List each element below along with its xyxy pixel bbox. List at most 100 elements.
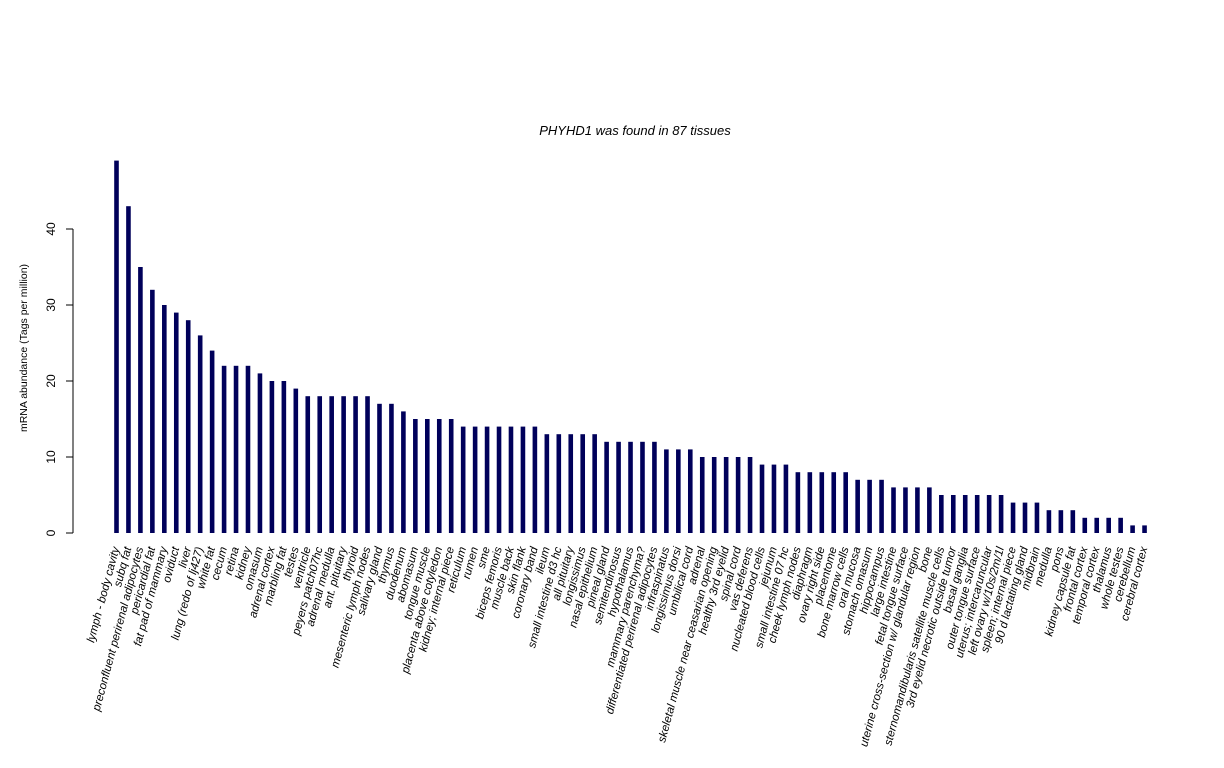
bar	[795, 472, 801, 533]
bar	[604, 441, 609, 533]
bar	[185, 320, 191, 533]
bar	[425, 419, 430, 533]
bar	[233, 365, 239, 533]
bar	[879, 479, 884, 533]
bar	[520, 426, 526, 533]
bar	[664, 449, 669, 533]
bar	[771, 464, 777, 533]
bar	[843, 472, 848, 533]
bar	[986, 495, 992, 533]
bar	[329, 396, 334, 533]
bar	[580, 434, 586, 533]
bar	[819, 472, 825, 533]
bar	[150, 289, 155, 533]
bar	[221, 365, 227, 533]
bar	[532, 426, 538, 533]
bar	[377, 403, 382, 533]
bar	[460, 426, 466, 533]
bar	[162, 305, 167, 533]
bar	[1130, 525, 1135, 533]
bar	[138, 267, 143, 533]
bar	[568, 434, 574, 533]
bar	[974, 495, 980, 533]
bar	[508, 426, 514, 533]
bar	[305, 396, 311, 533]
bars	[114, 160, 1147, 533]
y-tick-label: 10	[44, 450, 58, 464]
y-axis: 0 10 20 30 40	[44, 222, 74, 536]
bar	[436, 419, 442, 533]
bar	[544, 434, 550, 533]
bar	[652, 441, 657, 533]
bar	[1082, 517, 1088, 533]
bar	[484, 426, 490, 533]
bar	[676, 449, 681, 533]
y-tick-label: 30	[44, 298, 58, 312]
bar	[114, 160, 119, 533]
bar	[341, 396, 346, 533]
bar	[998, 495, 1004, 533]
bar	[950, 495, 956, 533]
y-tick-label: 20	[44, 374, 58, 388]
bar	[496, 426, 502, 533]
bar	[723, 457, 729, 533]
bar	[365, 396, 370, 533]
bar	[1070, 510, 1076, 533]
bar	[1118, 517, 1123, 533]
bar	[962, 495, 968, 533]
bar	[807, 472, 813, 533]
bar	[281, 381, 287, 533]
bar	[759, 464, 765, 533]
bar	[915, 487, 920, 533]
bar	[711, 457, 717, 533]
bar	[389, 403, 394, 533]
bar	[831, 472, 837, 533]
bar	[413, 419, 418, 533]
bar	[317, 396, 323, 533]
bar	[257, 373, 263, 533]
y-axis-label: mRNA abundance (Tags per million)	[18, 264, 30, 432]
bar	[640, 441, 645, 533]
bar	[1034, 502, 1040, 533]
bar	[353, 396, 358, 533]
bar	[891, 487, 896, 533]
bar	[783, 464, 789, 533]
bar	[867, 479, 872, 533]
bar	[903, 487, 908, 533]
bar	[401, 411, 406, 533]
bar	[735, 457, 741, 533]
bar	[556, 434, 562, 533]
x-tick-label: sme	[476, 546, 493, 570]
bar	[293, 388, 299, 533]
bar	[592, 434, 597, 533]
y-tick-label: 40	[44, 222, 58, 236]
bar	[616, 441, 621, 533]
bar	[855, 479, 860, 533]
bar	[245, 365, 251, 533]
bar	[269, 381, 275, 533]
y-tick-label: 0	[44, 529, 58, 536]
x-tick-label: liver	[177, 545, 194, 570]
bar	[173, 312, 179, 533]
bar	[1022, 502, 1028, 533]
bar	[1094, 517, 1100, 533]
bar	[1142, 525, 1147, 533]
bar	[126, 206, 131, 533]
bar	[939, 495, 944, 533]
bar	[448, 419, 454, 533]
bar	[747, 457, 753, 533]
bar	[209, 350, 215, 533]
bar	[927, 487, 932, 533]
bar	[1010, 502, 1016, 533]
bar	[687, 449, 693, 533]
bar	[1106, 517, 1111, 533]
bar	[472, 426, 478, 533]
bar	[1046, 510, 1052, 533]
bar	[628, 441, 633, 533]
bar	[1058, 510, 1064, 533]
chart-title: PHYHD1 was found in 87 tissues	[539, 123, 731, 138]
bar	[699, 457, 705, 533]
bar	[197, 335, 203, 533]
